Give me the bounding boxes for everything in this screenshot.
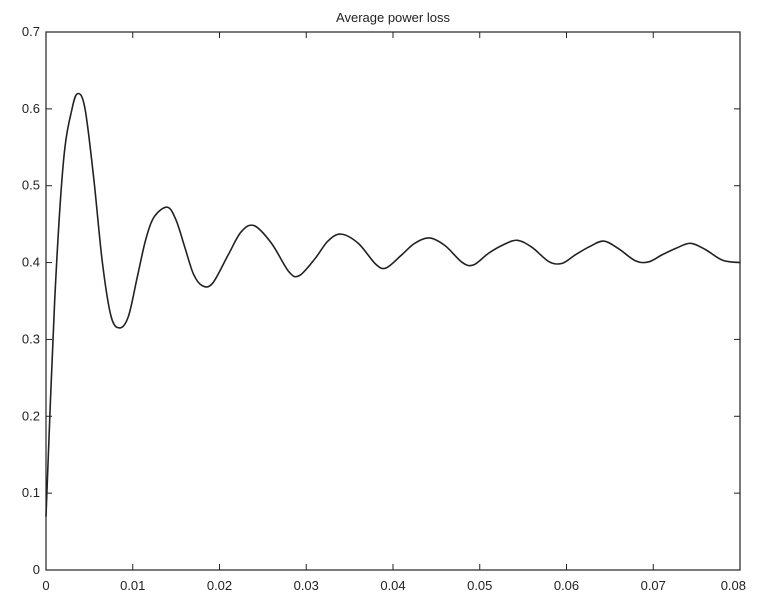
x-axis: 0 0.01 0.02 0.03 0.04 0.05 0.06 0.07 0.08 <box>42 32 746 593</box>
x-tick-label: 0 <box>42 578 49 593</box>
y-tick-label: 0.7 <box>22 24 40 39</box>
y-tick-label: 0.6 <box>22 101 40 116</box>
x-tick-label: 0.04 <box>380 578 405 593</box>
chart-title: Average power loss <box>336 10 450 25</box>
x-tick-label: 0.02 <box>207 578 232 593</box>
y-tick-label: 0.1 <box>22 485 40 500</box>
x-tick-label: 0.07 <box>641 578 666 593</box>
x-tick-label: 0.03 <box>294 578 319 593</box>
x-tick-label: 0.06 <box>554 578 579 593</box>
y-tick-label: 0.3 <box>22 331 40 346</box>
y-tick-label: 0.5 <box>22 178 40 193</box>
x-tick-label: 0.08 <box>721 578 746 593</box>
y-tick-label: 0 <box>33 562 40 577</box>
y-axis: 0 0.1 0.2 0.3 0.4 0.5 0.6 0.7 <box>22 24 740 577</box>
series-line <box>45 92 741 517</box>
x-tick-label: 0.05 <box>467 578 492 593</box>
y-tick-label: 0.4 <box>22 255 40 270</box>
x-tick-label: 0.01 <box>120 578 145 593</box>
y-tick-label: 0.2 <box>22 408 40 423</box>
series-group <box>45 92 741 517</box>
